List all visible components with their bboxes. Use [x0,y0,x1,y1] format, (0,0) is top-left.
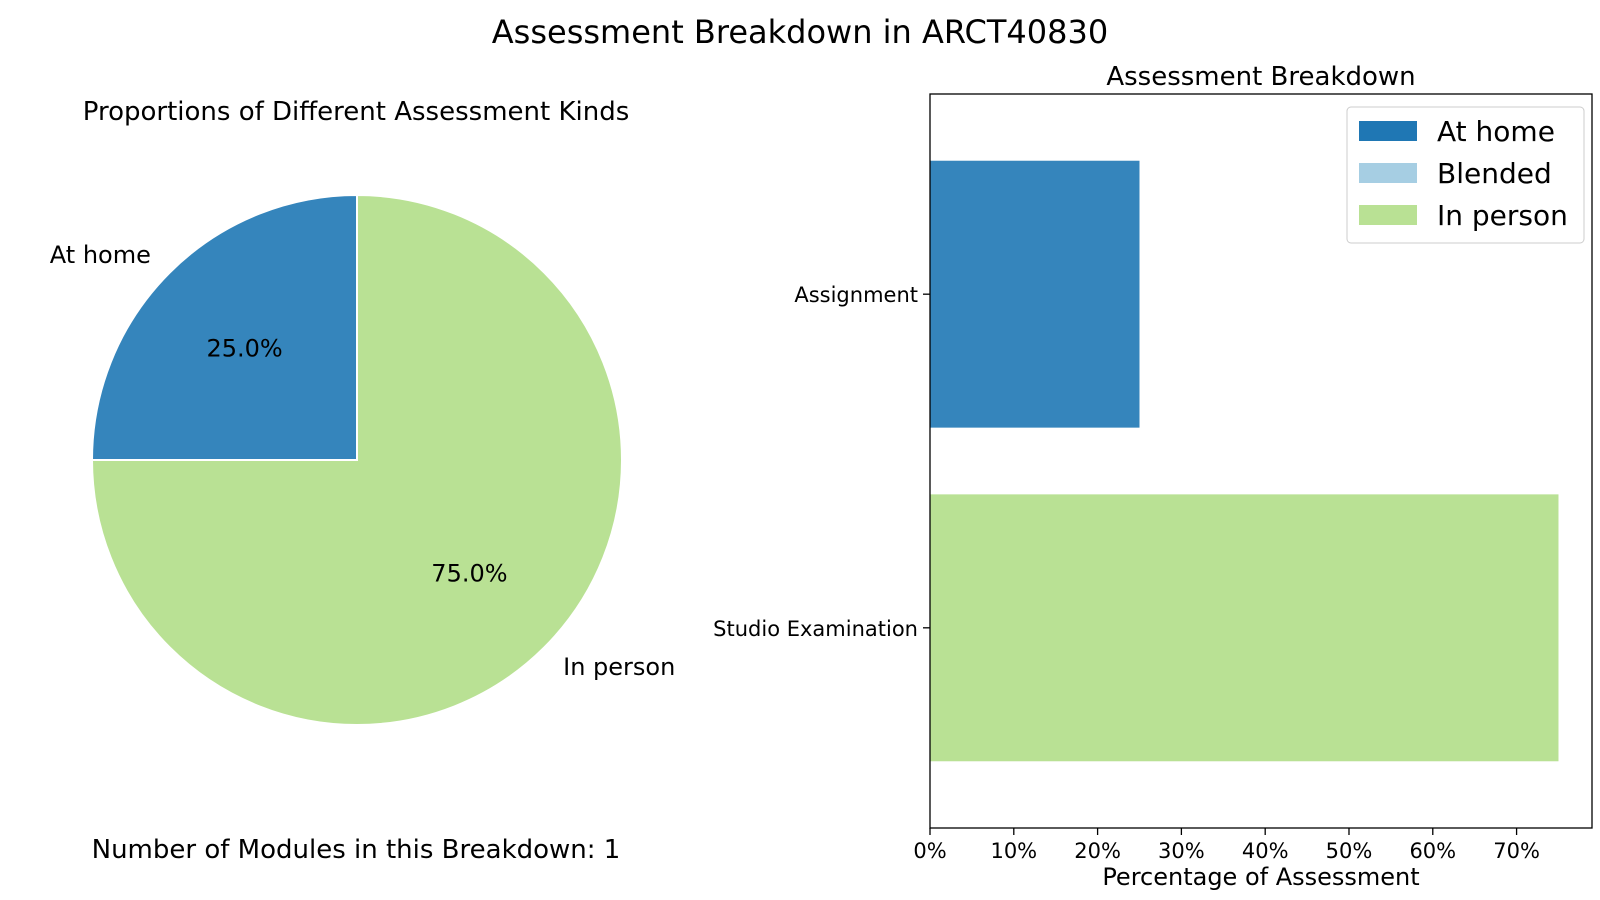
pie-pct-in-person: 75.0% [431,559,507,587]
x-axis-label: Percentage of Assessment [1102,863,1419,891]
y-tick-label: Studio Examination [713,617,918,641]
y-axis: Assignment Studio Examination [713,283,930,641]
x-tick-label: 30% [1158,839,1205,863]
legend: At home Blended In person [1346,106,1585,244]
x-tick-label: 60% [1409,839,1456,863]
legend-swatch-in-person [1359,205,1417,225]
pie-slice-in-person [90,193,623,726]
pie-slice-at-home [90,193,358,461]
suptitle: Assessment Breakdown in ARCT40830 [492,13,1108,51]
x-tick-label: 70% [1493,839,1540,863]
x-tick-label: 10% [990,839,1037,863]
plot-frame [929,93,1593,829]
bar-title: Assessment Breakdown [1106,62,1415,92]
bar-chart: Assessment Breakdown Assignment Studio Ex… [713,62,1593,891]
pie-pct-at-home: 25.0% [206,335,282,363]
pie-label-at-home: At home [50,241,151,269]
bar-studio-examination-in-person [930,494,1559,762]
pie-slices: At home 25.0% In person 75.0% [50,193,675,726]
legend-swatch-blended [1359,163,1417,183]
module-count-footer: Number of Modules in this Breakdown: 1 [92,835,621,865]
y-tick-label: Assignment [794,283,918,307]
bar-assignment-at-home [930,160,1140,428]
legend-label-at-home: At home [1437,115,1555,148]
pie-title: Proportions of Different Assessment Kind… [83,97,630,127]
pie-label-in-person: In person [563,653,675,681]
legend-swatch-at-home [1359,121,1417,141]
legend-label-blended: Blended [1437,157,1552,190]
bars [930,160,1559,762]
legend-label-in-person: In person [1437,199,1568,232]
x-tick-label: 20% [1074,839,1121,863]
x-axis: 0% 10% 20% 30% 40% 50% 60% 70% [913,828,1540,863]
x-tick-label: 40% [1242,839,1289,863]
x-tick-label: 0% [913,839,946,863]
x-tick-label: 50% [1326,839,1373,863]
pie-chart: Proportions of Different Assessment Kind… [50,97,675,726]
